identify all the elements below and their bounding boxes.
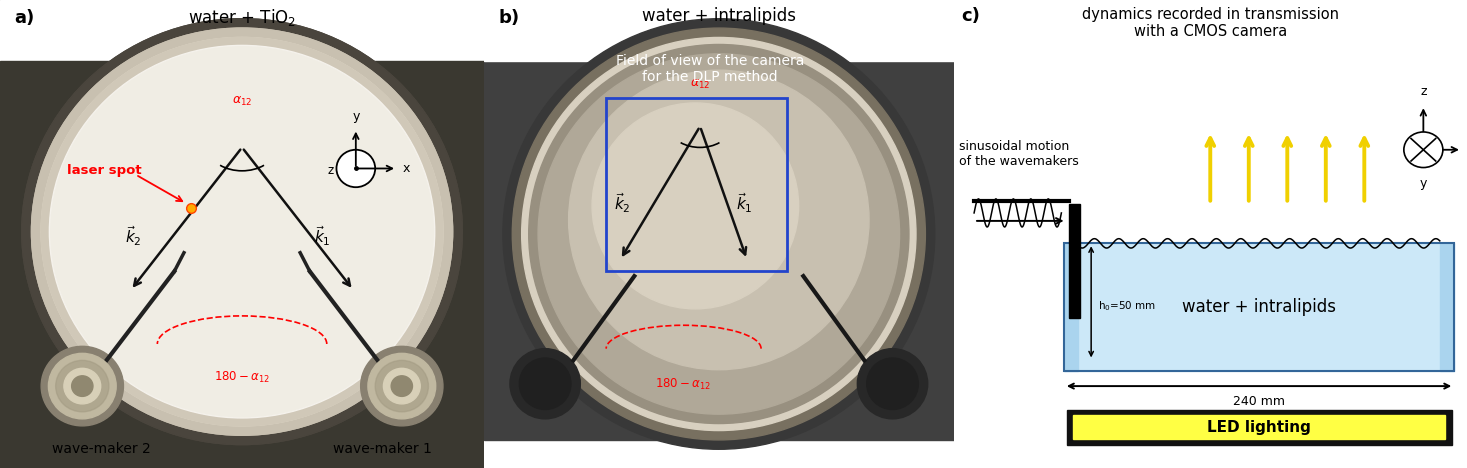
Circle shape bbox=[48, 353, 116, 419]
Circle shape bbox=[383, 368, 420, 404]
Circle shape bbox=[336, 150, 376, 187]
Text: c): c) bbox=[961, 7, 980, 25]
Text: LED lighting: LED lighting bbox=[1207, 419, 1311, 435]
Bar bbox=[0, 61, 484, 440]
Text: a): a) bbox=[15, 9, 35, 27]
Bar bbox=[1064, 243, 1078, 371]
Text: sinusoidal motion
of the wavemakers: sinusoidal motion of the wavemakers bbox=[959, 140, 1078, 168]
Text: Field of view of the camera
for the DLP method: Field of view of the camera for the DLP … bbox=[616, 54, 804, 84]
Text: water + intralipids: water + intralipids bbox=[643, 7, 795, 25]
Text: laser spot: laser spot bbox=[67, 164, 141, 177]
Bar bbox=[1067, 410, 1452, 445]
Bar bbox=[1439, 243, 1454, 371]
Text: water + intralipids: water + intralipids bbox=[1182, 298, 1336, 315]
Text: h$_0$=50 mm: h$_0$=50 mm bbox=[1097, 300, 1156, 314]
Circle shape bbox=[569, 70, 868, 370]
Text: $180 - \alpha_{12}$: $180 - \alpha_{12}$ bbox=[656, 377, 711, 392]
Text: wave-maker 1: wave-maker 1 bbox=[333, 442, 431, 456]
Bar bbox=[0, 0, 484, 61]
Circle shape bbox=[51, 47, 433, 417]
Text: y: y bbox=[352, 110, 359, 123]
Circle shape bbox=[50, 45, 434, 418]
Bar bbox=[1072, 415, 1445, 439]
Circle shape bbox=[857, 349, 927, 419]
Text: z: z bbox=[327, 164, 334, 177]
Bar bbox=[484, 0, 954, 61]
Text: wave-maker 2: wave-maker 2 bbox=[53, 442, 151, 456]
Circle shape bbox=[31, 28, 453, 435]
Circle shape bbox=[522, 37, 915, 431]
Circle shape bbox=[41, 37, 443, 426]
Text: 240 mm: 240 mm bbox=[1234, 395, 1285, 408]
Circle shape bbox=[361, 346, 443, 426]
Text: $\alpha_{12}$: $\alpha_{12}$ bbox=[232, 95, 252, 108]
Text: $\vec{k}_1$: $\vec{k}_1$ bbox=[736, 192, 753, 215]
Circle shape bbox=[528, 44, 910, 424]
Circle shape bbox=[392, 376, 412, 396]
Circle shape bbox=[1404, 132, 1444, 168]
Text: $\alpha_{12}$: $\alpha_{12}$ bbox=[689, 78, 710, 91]
Circle shape bbox=[41, 346, 123, 426]
Text: $\vec{k}_2$: $\vec{k}_2$ bbox=[615, 192, 631, 215]
Text: z: z bbox=[1420, 85, 1426, 98]
Circle shape bbox=[31, 28, 453, 435]
Bar bbox=[1064, 243, 1454, 371]
Circle shape bbox=[519, 358, 571, 410]
Text: y: y bbox=[1420, 177, 1427, 190]
Circle shape bbox=[22, 19, 462, 445]
Circle shape bbox=[511, 349, 581, 419]
Text: x: x bbox=[403, 162, 411, 175]
Text: water + TiO$_2$: water + TiO$_2$ bbox=[188, 7, 296, 28]
Bar bbox=[484, 61, 954, 440]
Bar bbox=[1064, 360, 1454, 371]
Circle shape bbox=[72, 376, 92, 396]
Text: b): b) bbox=[499, 9, 519, 27]
Bar bbox=[1069, 204, 1080, 318]
Circle shape bbox=[512, 28, 926, 440]
Text: $180 - \alpha_{12}$: $180 - \alpha_{12}$ bbox=[214, 370, 270, 385]
Circle shape bbox=[65, 368, 101, 404]
Text: $\vec{k}_1$: $\vec{k}_1$ bbox=[314, 225, 330, 248]
Circle shape bbox=[376, 360, 428, 412]
Circle shape bbox=[503, 19, 934, 449]
Circle shape bbox=[593, 103, 798, 309]
Circle shape bbox=[56, 360, 109, 412]
Circle shape bbox=[22, 19, 462, 445]
Bar bbox=[606, 98, 786, 271]
Circle shape bbox=[867, 358, 918, 410]
Circle shape bbox=[368, 353, 436, 419]
Text: $\vec{k}_2$: $\vec{k}_2$ bbox=[125, 225, 141, 248]
Text: dynamics recorded in transmission
with a CMOS camera: dynamics recorded in transmission with a… bbox=[1081, 7, 1339, 39]
Circle shape bbox=[41, 37, 443, 426]
Bar bbox=[1078, 243, 1439, 360]
Circle shape bbox=[538, 54, 899, 414]
